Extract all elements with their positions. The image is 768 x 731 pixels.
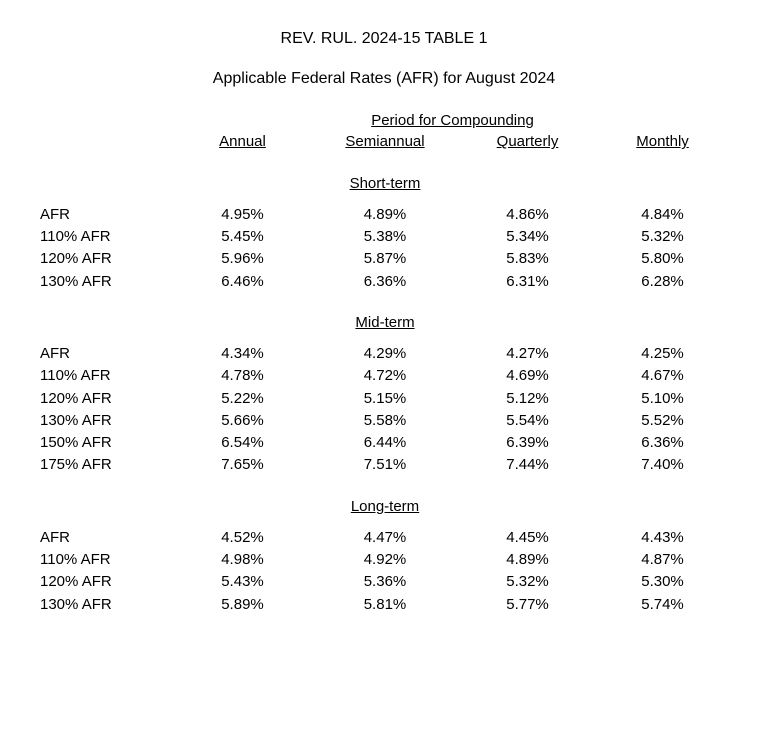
column-header: Semiannual [310,131,460,153]
row-label: 120% AFR [40,248,175,270]
cell-value: 6.46% [175,271,310,293]
row-label: 130% AFR [40,410,175,432]
cell-value: 4.67% [595,365,730,387]
table-row: 110% AFR5.45%5.38%5.34%5.32% [40,226,730,248]
cell-value: 4.78% [175,365,310,387]
row-label: AFR [40,527,175,549]
table-row: AFR4.95%4.89%4.86%4.84% [40,204,730,226]
table-row: 130% AFR5.66%5.58%5.54%5.52% [40,410,730,432]
cell-value: 6.44% [310,432,460,454]
column-header: Annual [175,131,310,153]
table-row: 110% AFR4.98%4.92%4.89%4.87% [40,549,730,571]
cell-value: 4.72% [310,365,460,387]
cell-value: 6.39% [460,432,595,454]
cell-value: 6.36% [595,432,730,454]
row-label: 120% AFR [40,571,175,593]
cell-value: 6.36% [310,271,460,293]
cell-value: 4.86% [460,204,595,226]
document-subtitle: Applicable Federal Rates (AFR) for Augus… [40,70,728,88]
compounding-header: Period for Compounding [310,110,595,131]
table-row: AFR4.34%4.29%4.27%4.25% [40,343,730,365]
cell-value: 4.25% [595,343,730,365]
section-header: Long-term [40,477,730,527]
column-header: Quarterly [460,131,595,153]
cell-value: 5.12% [460,388,595,410]
cell-value: 5.58% [310,410,460,432]
cell-value: 4.52% [175,527,310,549]
cell-value: 4.29% [310,343,460,365]
cell-value: 5.30% [595,571,730,593]
row-label: 110% AFR [40,365,175,387]
cell-value: 6.31% [460,271,595,293]
table-row: 130% AFR6.46%6.36%6.31%6.28% [40,271,730,293]
cell-value: 4.95% [175,204,310,226]
row-label: AFR [40,343,175,365]
cell-value: 5.74% [595,594,730,616]
cell-value: 4.84% [595,204,730,226]
cell-value: 5.66% [175,410,310,432]
cell-value: 4.47% [310,527,460,549]
cell-value: 5.32% [595,226,730,248]
cell-value: 5.36% [310,571,460,593]
table-row: 120% AFR5.43%5.36%5.32%5.30% [40,571,730,593]
cell-value: 5.34% [460,226,595,248]
row-label: 110% AFR [40,549,175,571]
table-row: 120% AFR5.22%5.15%5.12%5.10% [40,388,730,410]
column-header-row: Annual Semiannual Quarterly Monthly [40,131,730,153]
section-header: Short-term [40,154,730,204]
row-label: 120% AFR [40,388,175,410]
row-label: 150% AFR [40,432,175,454]
afr-document: REV. RUL. 2024-15 TABLE 1 Applicable Fed… [0,0,768,656]
table-row: 175% AFR7.65%7.51%7.44%7.40% [40,454,730,476]
cell-value: 5.54% [460,410,595,432]
cell-value: 5.87% [310,248,460,270]
section-header: Mid-term [40,293,730,343]
afr-table: Period for Compounding Annual Semiannual… [40,110,730,616]
table-row: 110% AFR4.78%4.72%4.69%4.67% [40,365,730,387]
cell-value: 4.27% [460,343,595,365]
column-header: Monthly [595,131,730,153]
cell-value: 5.10% [595,388,730,410]
cell-value: 6.54% [175,432,310,454]
table-row: 150% AFR6.54%6.44%6.39%6.36% [40,432,730,454]
cell-value: 7.51% [310,454,460,476]
cell-value: 6.28% [595,271,730,293]
table-row: 130% AFR5.89%5.81%5.77%5.74% [40,594,730,616]
cell-value: 4.89% [460,549,595,571]
cell-value: 5.83% [460,248,595,270]
cell-value: 4.92% [310,549,460,571]
cell-value: 4.45% [460,527,595,549]
cell-value: 5.80% [595,248,730,270]
row-label: 130% AFR [40,594,175,616]
row-label: 175% AFR [40,454,175,476]
cell-value: 5.32% [460,571,595,593]
cell-value: 4.34% [175,343,310,365]
cell-value: 5.38% [310,226,460,248]
cell-value: 7.40% [595,454,730,476]
table-row: AFR4.52%4.47%4.45%4.43% [40,527,730,549]
cell-value: 5.45% [175,226,310,248]
cell-value: 7.44% [460,454,595,476]
row-label: 130% AFR [40,271,175,293]
cell-value: 4.98% [175,549,310,571]
cell-value: 5.77% [460,594,595,616]
cell-value: 5.43% [175,571,310,593]
cell-value: 4.87% [595,549,730,571]
row-label: 110% AFR [40,226,175,248]
row-label: AFR [40,204,175,226]
document-title: REV. RUL. 2024-15 TABLE 1 [40,30,728,48]
cell-value: 5.96% [175,248,310,270]
cell-value: 5.89% [175,594,310,616]
cell-value: 5.15% [310,388,460,410]
cell-value: 7.65% [175,454,310,476]
cell-value: 5.52% [595,410,730,432]
cell-value: 5.81% [310,594,460,616]
cell-value: 4.43% [595,527,730,549]
cell-value: 4.89% [310,204,460,226]
cell-value: 5.22% [175,388,310,410]
cell-value: 4.69% [460,365,595,387]
table-row: 120% AFR5.96%5.87%5.83%5.80% [40,248,730,270]
